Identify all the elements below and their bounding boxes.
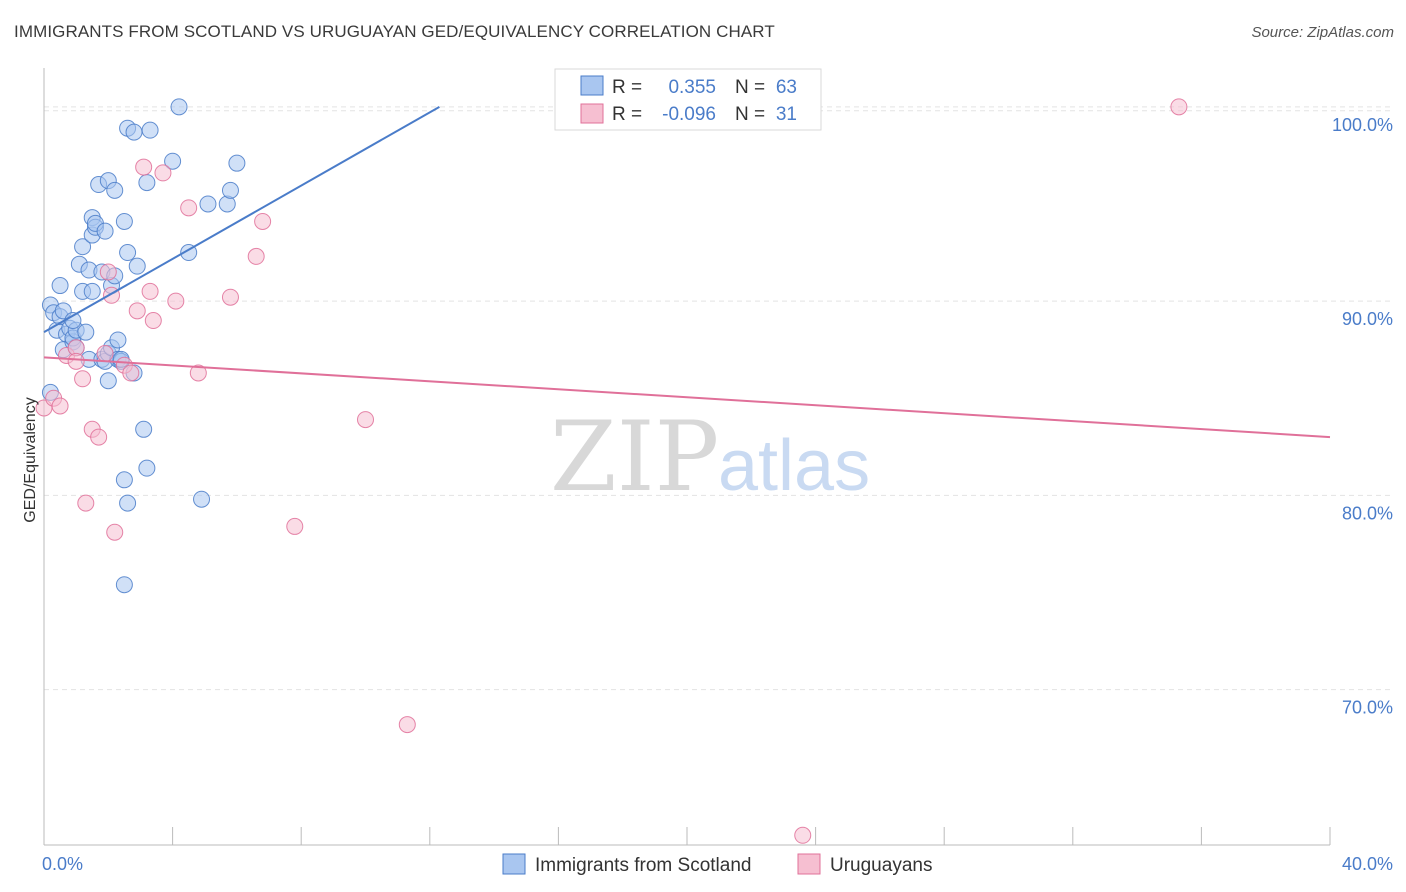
scotland-point — [77, 323, 95, 341]
uruguay-point — [357, 411, 374, 429]
uruguay-point — [122, 364, 140, 382]
scotland-point — [199, 195, 217, 213]
scotland-point — [119, 494, 137, 512]
scotland-point — [119, 244, 137, 262]
scotland-point — [135, 420, 153, 438]
scotland-point — [170, 98, 188, 116]
scotland-point — [141, 121, 159, 139]
y-tick-label: 90.0% — [1342, 309, 1393, 329]
scotland-point — [138, 174, 156, 192]
y-tick-labels: 70.0% 80.0% 90.0% 100.0% — [1332, 115, 1393, 718]
bottom-legend-swatch-scotland — [502, 853, 526, 875]
scotland-point — [115, 212, 133, 230]
uruguay-point — [106, 523, 124, 541]
scotland-point — [138, 459, 156, 477]
y-tick-label: 70.0% — [1342, 698, 1393, 718]
uruguay-point — [96, 345, 114, 363]
top-legend-swatch-uruguay — [580, 103, 604, 124]
watermark-zip: ZIP — [550, 401, 719, 513]
legend-r-label-2: R = — [612, 104, 642, 125]
scotland-trend-line — [43, 105, 440, 334]
scotland-point — [51, 277, 69, 295]
scotland-point — [221, 181, 239, 199]
uruguay-point — [67, 352, 85, 370]
y-axis-label: GED/Equivalency — [22, 397, 39, 522]
legend-r-value-2: -0.096 — [662, 104, 716, 125]
scotland-point — [128, 257, 146, 275]
uruguay-trend-line — [43, 356, 1331, 439]
data-points — [35, 98, 1188, 844]
trend-lines — [43, 105, 1331, 439]
uruguay-point — [128, 302, 146, 320]
source-credit: Source: ZipAtlas.com — [1251, 24, 1394, 41]
legend-r-value-1: 0.355 — [668, 77, 716, 98]
uruguay-point — [135, 158, 153, 176]
uruguay-point — [286, 517, 304, 535]
legend-n-value-1: 63 — [776, 77, 797, 98]
uruguay-point — [51, 397, 69, 415]
uruguay-point — [141, 282, 159, 300]
legend-n-value-2: 31 — [776, 104, 797, 125]
legend-n-label-1: N = — [735, 77, 765, 98]
uruguay-point — [794, 826, 812, 844]
scotland-point — [106, 181, 124, 199]
bottom-legend-label-uruguay: Uruguayans — [830, 855, 932, 876]
uruguay-point — [221, 288, 239, 306]
watermark: ZIP atlas — [550, 401, 870, 513]
watermark-atlas: atlas — [718, 426, 870, 506]
top-legend: R = 0.355 N = 63 R = -0.096 N = 31 — [554, 68, 822, 131]
uruguay-point — [180, 199, 198, 217]
scotland-point — [96, 222, 114, 240]
scotland-point — [83, 282, 101, 300]
uruguay-point — [189, 364, 207, 382]
chart-title: IMMIGRANTS FROM SCOTLAND VS URUGUAYAN GE… — [14, 22, 775, 41]
uruguay-point — [167, 292, 185, 310]
bottom-legend-swatch-uruguay — [797, 853, 821, 875]
uruguay-point — [144, 312, 162, 330]
axes — [43, 68, 1331, 846]
y-tick-label: 80.0% — [1342, 503, 1393, 523]
scotland-point — [115, 471, 133, 489]
uruguay-point — [398, 716, 416, 734]
top-legend-swatch-scotland — [580, 75, 604, 96]
bottom-legend-label-scotland: Immigrants from Scotland — [535, 855, 751, 876]
uruguay-point — [154, 164, 172, 182]
scotland-point — [74, 238, 92, 256]
uruguay-point — [254, 212, 272, 230]
scotland-point — [99, 372, 117, 390]
uruguay-point — [90, 428, 108, 446]
legend-n-label-2: N = — [735, 104, 765, 125]
uruguay-point — [247, 247, 265, 265]
scotland-point — [125, 123, 143, 141]
scotland-point — [115, 576, 133, 594]
uruguay-point — [77, 494, 95, 512]
scotland-point — [164, 152, 182, 170]
x-tick-label-max: 40.0% — [1342, 854, 1393, 874]
uruguay-point — [1170, 98, 1188, 116]
scotland-point — [228, 154, 246, 172]
bottom-legend: Immigrants from Scotland Uruguayans — [502, 853, 932, 876]
x-tick-label-min: 0.0% — [42, 854, 83, 874]
uruguay-point — [99, 263, 117, 281]
scotland-point — [109, 331, 127, 349]
legend-r-label-1: R = — [612, 77, 642, 98]
scotland-point — [193, 490, 211, 508]
uruguay-point — [74, 370, 92, 388]
y-tick-label: 100.0% — [1332, 115, 1393, 135]
